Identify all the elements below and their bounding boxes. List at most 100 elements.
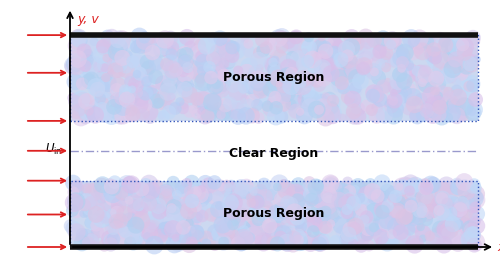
Point xyxy=(283,91,291,95)
Point xyxy=(126,183,134,187)
Point xyxy=(370,69,378,74)
Point xyxy=(323,48,331,53)
Point xyxy=(237,242,245,246)
Point xyxy=(285,66,293,70)
Point xyxy=(101,45,109,49)
Point xyxy=(141,74,149,78)
Point xyxy=(95,66,103,70)
Point xyxy=(209,36,217,40)
Point xyxy=(136,72,144,76)
Point xyxy=(316,45,324,49)
Point xyxy=(71,100,79,104)
Point xyxy=(378,240,386,244)
Point xyxy=(411,198,419,202)
Point xyxy=(142,90,150,94)
Point xyxy=(168,193,176,197)
Point xyxy=(328,217,336,221)
Point xyxy=(324,196,332,200)
Point xyxy=(103,231,111,236)
Point xyxy=(448,199,456,204)
Point xyxy=(432,94,440,98)
Point xyxy=(102,208,110,212)
Point xyxy=(208,100,216,104)
Point xyxy=(363,215,371,219)
Point xyxy=(83,186,91,191)
Point xyxy=(180,70,188,74)
Point xyxy=(161,37,169,42)
Point xyxy=(240,86,248,90)
Point xyxy=(432,224,440,228)
Point xyxy=(320,238,328,242)
Point xyxy=(298,62,306,66)
Point xyxy=(105,226,113,230)
Point xyxy=(255,225,263,229)
Point xyxy=(360,197,368,201)
Point xyxy=(102,113,110,117)
Point xyxy=(422,73,430,77)
Point xyxy=(88,112,96,116)
Point xyxy=(370,70,378,74)
Point xyxy=(415,215,423,219)
Point xyxy=(330,61,338,65)
Point xyxy=(128,79,136,83)
Point xyxy=(284,84,292,88)
Point xyxy=(469,83,477,88)
Point xyxy=(82,63,90,67)
Point xyxy=(108,66,116,70)
Point xyxy=(435,208,443,212)
Point xyxy=(137,70,145,74)
Point xyxy=(129,186,137,190)
Point xyxy=(130,81,138,86)
Bar xyxy=(70,35,478,121)
Point xyxy=(66,224,74,228)
Point xyxy=(152,209,160,213)
Point xyxy=(318,200,326,204)
Point xyxy=(253,103,261,107)
Point xyxy=(280,183,288,187)
Point xyxy=(433,234,441,238)
Point xyxy=(213,74,221,79)
Point xyxy=(72,109,80,114)
Point xyxy=(350,88,358,92)
Point xyxy=(276,84,284,88)
Point xyxy=(335,192,343,196)
Point xyxy=(363,63,371,67)
Point xyxy=(165,49,173,53)
Point xyxy=(222,190,230,194)
Point xyxy=(123,98,131,102)
Point xyxy=(151,232,159,237)
Point xyxy=(197,57,205,62)
Point xyxy=(68,209,76,213)
Point xyxy=(356,46,364,50)
Point xyxy=(254,77,262,81)
Point xyxy=(104,41,112,45)
Point xyxy=(252,199,260,203)
Point xyxy=(344,69,352,73)
Point xyxy=(198,54,206,58)
Point xyxy=(196,190,203,194)
Point xyxy=(329,99,337,103)
Point xyxy=(309,229,317,233)
Point xyxy=(306,192,314,197)
Point xyxy=(267,81,275,85)
Point xyxy=(472,224,480,228)
Point xyxy=(284,40,292,44)
Point xyxy=(268,62,276,66)
Point xyxy=(420,77,428,81)
Point xyxy=(193,97,201,101)
Point xyxy=(178,185,186,189)
Point xyxy=(416,36,424,41)
Point xyxy=(267,99,275,103)
Point xyxy=(324,205,332,209)
Point xyxy=(368,194,376,198)
Point xyxy=(167,61,175,65)
Point xyxy=(305,35,313,39)
Point xyxy=(366,71,374,75)
Point xyxy=(343,237,351,241)
Point xyxy=(259,239,267,243)
Point xyxy=(154,204,162,208)
Point xyxy=(448,45,456,49)
Point xyxy=(190,68,198,72)
Point xyxy=(130,241,138,245)
Point xyxy=(258,212,266,217)
